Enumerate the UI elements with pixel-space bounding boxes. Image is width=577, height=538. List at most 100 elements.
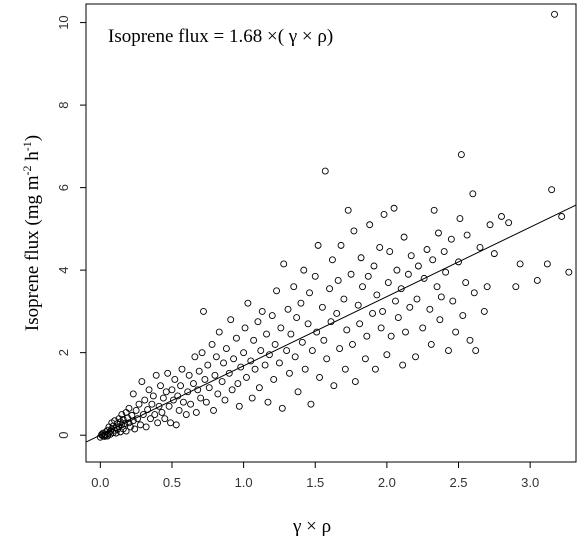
data-point: [361, 355, 369, 363]
data-point: [218, 378, 226, 385]
data-point: [565, 268, 573, 276]
data-point: [334, 277, 342, 284]
data-point: [210, 406, 217, 414]
y-tick-label: 0: [56, 432, 71, 439]
data-point: [404, 270, 412, 278]
data-point: [412, 353, 419, 361]
x-tick-label: 0.5: [163, 475, 181, 490]
data-point: [462, 279, 470, 286]
y-axis-label-end: ): [22, 135, 43, 141]
data-point: [273, 287, 281, 295]
data-point: [445, 347, 452, 355]
data-point: [459, 312, 467, 319]
data-point: [268, 312, 276, 319]
data-point: [516, 260, 524, 268]
data-point: [159, 394, 167, 402]
data-points: [96, 10, 573, 441]
data-point: [277, 324, 285, 332]
data-point: [185, 371, 193, 379]
data-point: [340, 295, 348, 303]
data-point: [307, 400, 315, 408]
data-point: [240, 349, 248, 357]
data-point: [466, 336, 474, 344]
data-point: [200, 307, 207, 315]
data-point: [164, 369, 172, 377]
data-point: [141, 396, 149, 404]
data-point: [423, 246, 431, 253]
data-point: [135, 400, 143, 408]
data-point: [321, 167, 329, 175]
data-point: [505, 219, 513, 227]
data-point: [498, 213, 505, 220]
data-point: [182, 411, 190, 418]
x-tick-label: 0.0: [91, 475, 109, 490]
data-point: [336, 345, 344, 352]
data-point: [208, 340, 216, 348]
data-point: [275, 359, 283, 367]
y-axis-label-sup1: -2: [20, 165, 34, 175]
data-point: [228, 386, 236, 394]
data-point: [558, 213, 566, 220]
data-point: [383, 351, 391, 359]
data-point: [402, 328, 409, 336]
data-point: [413, 295, 421, 303]
data-point: [167, 419, 174, 427]
data-point: [380, 210, 388, 218]
data-point: [179, 398, 187, 406]
y-tick-label: 4: [56, 267, 71, 274]
data-point: [112, 424, 120, 432]
data-point: [366, 221, 374, 229]
data-point: [235, 402, 243, 410]
data-point: [357, 254, 365, 262]
data-point: [157, 382, 164, 390]
data-point: [205, 384, 213, 392]
x-axis-label: γ × ρ: [292, 516, 331, 537]
data-point: [294, 388, 302, 396]
data-point: [320, 336, 328, 344]
data-point: [227, 316, 235, 324]
data-point: [118, 411, 126, 418]
data-point: [369, 310, 376, 317]
data-point: [255, 384, 263, 392]
data-point: [214, 390, 222, 398]
data-point: [201, 376, 209, 383]
data-point: [533, 277, 541, 284]
data-point: [138, 378, 146, 385]
data-point: [147, 415, 154, 423]
data-point: [407, 252, 415, 260]
data-point: [436, 316, 444, 324]
data-point: [171, 376, 179, 383]
data-point: [373, 291, 381, 299]
data-point: [316, 373, 323, 381]
data-point: [172, 421, 180, 429]
data-point: [168, 386, 176, 394]
data-point: [155, 402, 163, 410]
data-point: [261, 361, 269, 369]
data-point: [204, 361, 212, 369]
data-point: [241, 324, 249, 332]
data-point: [384, 279, 392, 286]
data-point: [379, 307, 387, 315]
data-point: [178, 365, 186, 373]
data-point: [158, 409, 166, 416]
data-point: [447, 235, 455, 243]
data-point: [191, 353, 199, 361]
data-point: [132, 406, 140, 414]
data-point: [337, 241, 345, 249]
data-point: [452, 328, 460, 336]
data-point: [280, 260, 288, 268]
data-point: [326, 285, 334, 293]
data-point: [323, 355, 331, 363]
data-point: [145, 386, 153, 394]
x-tick-label: 1.0: [235, 475, 253, 490]
data-point: [297, 299, 305, 307]
data-point: [377, 324, 385, 332]
data-point: [293, 314, 301, 322]
data-point: [283, 347, 291, 355]
data-point: [222, 345, 230, 352]
data-point: [343, 326, 351, 334]
data-point: [354, 301, 362, 309]
data-point: [148, 400, 156, 408]
data-point: [161, 415, 169, 423]
